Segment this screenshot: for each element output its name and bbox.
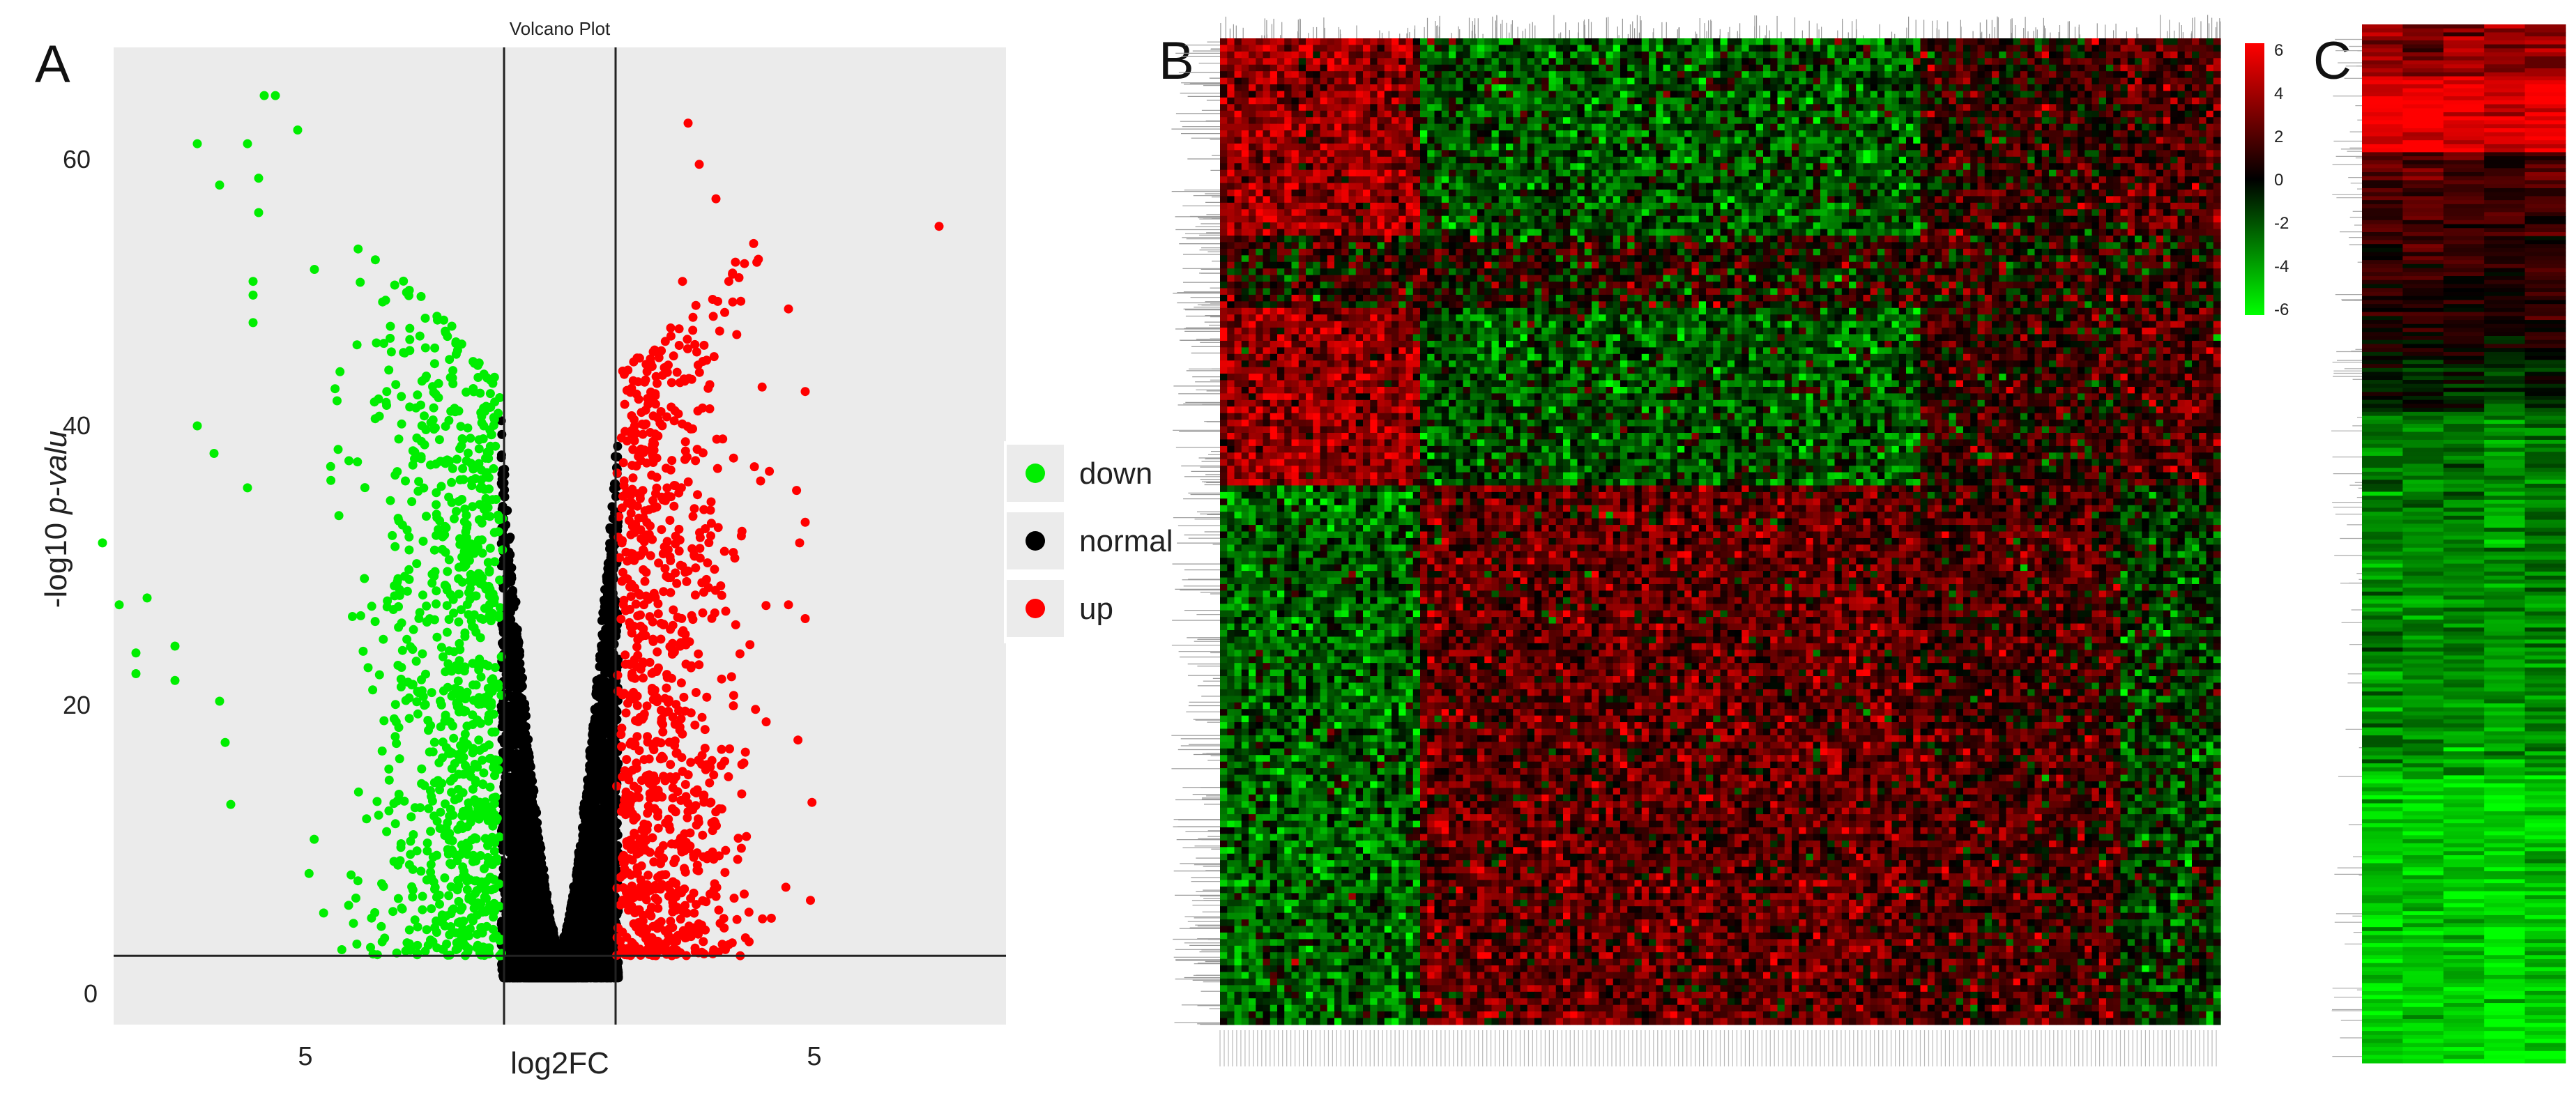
volcano-point-normal: [508, 588, 517, 597]
volcano-point-normal: [512, 597, 521, 606]
volcano-title: Volcano Plot: [510, 18, 611, 39]
volcano-plot-background: [114, 47, 1006, 1025]
volcano-point-normal: [597, 813, 607, 822]
volcano-point-normal: [505, 533, 515, 542]
volcano-point-normal: [508, 737, 517, 746]
volcano-plot: Volcano Plot 60 40 20 0 5 5 log2FC -log1…: [39, 18, 1203, 1080]
volcano-point-normal: [613, 442, 622, 451]
volcano-point-normal: [590, 705, 600, 714]
